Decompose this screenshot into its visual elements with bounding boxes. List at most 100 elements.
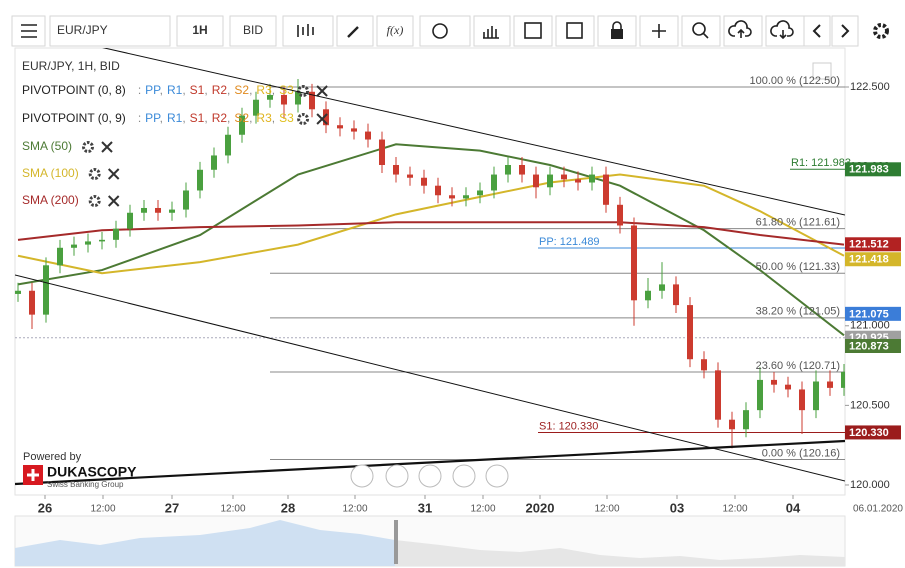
candle-body	[757, 379, 763, 411]
download-icon	[770, 20, 794, 40]
candle-body	[57, 247, 63, 266]
expand-button[interactable]	[812, 62, 832, 80]
trend-line	[102, 48, 845, 216]
menu-icon	[21, 24, 37, 38]
fib-label: 38.20 % (121.05)	[756, 306, 840, 318]
settings-gear[interactable]	[297, 85, 310, 97]
candle-body	[141, 207, 147, 213]
legend-part: ,	[272, 111, 275, 125]
price-badge-label: 120.873	[849, 340, 889, 352]
settings-gear[interactable]	[297, 113, 310, 125]
settings-icon[interactable]	[873, 23, 889, 39]
news-icon	[566, 22, 583, 39]
settings-gear[interactable]	[82, 141, 95, 153]
zoom-in[interactable]	[452, 464, 476, 488]
candle-body	[85, 241, 91, 245]
y-tick-label: 122.500	[850, 81, 890, 93]
scroll-left[interactable]	[350, 464, 374, 488]
chart-layer: 120.000120.500121.000121.500122.000122.5…	[15, 59, 903, 515]
candle-body	[631, 225, 637, 301]
candle-body	[519, 165, 525, 175]
candle-body	[421, 177, 427, 186]
candle-body	[225, 134, 231, 156]
legend-part: S2	[234, 83, 249, 97]
price-badge-label: 121.512	[849, 239, 889, 251]
lock-shackle	[612, 21, 622, 29]
stats-button[interactable]	[473, 15, 511, 47]
candle-body	[715, 370, 721, 420]
legend-part: :	[138, 83, 141, 97]
sma-line	[17, 143, 845, 337]
scroll-right[interactable]	[485, 464, 509, 488]
legend-part: ,	[160, 83, 163, 97]
symbol: EUR/JPY	[57, 23, 108, 37]
fib-label: 23.60 % (120.71)	[756, 360, 840, 372]
legend-part: S1	[190, 111, 205, 125]
price-badge	[845, 252, 901, 267]
plot-clip	[15, 79, 845, 461]
legend-part: R2	[212, 111, 228, 125]
remove-icon[interactable]	[107, 168, 120, 180]
interval: 1H	[192, 23, 207, 37]
candle-body	[477, 190, 483, 196]
reset[interactable]	[418, 464, 442, 488]
candle-body	[295, 91, 301, 105]
fx-button[interactable]	[376, 15, 414, 47]
interval-select[interactable]	[176, 15, 224, 47]
navigator	[14, 515, 846, 567]
settings-gear[interactable]	[88, 195, 101, 207]
upload-icon	[728, 20, 752, 38]
candle-body	[617, 204, 623, 226]
sma-legend: SMA (100)	[22, 166, 79, 180]
legend-part: ,	[182, 83, 185, 97]
price-badge	[845, 162, 901, 177]
remove-icon[interactable]	[101, 141, 113, 153]
toolbar: EUR/JPY 1H BID f(x)	[11, 15, 889, 47]
remove-icon[interactable]	[107, 195, 120, 207]
powered-by: Powered by	[23, 451, 82, 463]
candle-body	[729, 419, 735, 430]
news-button[interactable]	[555, 15, 595, 47]
navigator-window	[15, 520, 395, 566]
candle-body	[365, 131, 371, 140]
legend-part: ,	[272, 83, 275, 97]
settings-gear[interactable]	[88, 168, 101, 180]
zoom-out[interactable]	[385, 464, 409, 488]
x-tick-label: 04	[786, 500, 801, 515]
price-badge	[845, 425, 901, 440]
legend-part: PIVOTPOINT (0, 9)	[22, 111, 126, 125]
lock-icon	[611, 29, 623, 39]
remove-icon[interactable]	[316, 85, 328, 97]
prev-icon	[812, 24, 821, 38]
x-tick-label: 12:00	[594, 504, 619, 515]
navigator-handle[interactable]	[394, 520, 398, 564]
pivot-legend: PIVOTPOINT (0, 9): PP, R1, S1, R2, S2, R3, S3	[22, 111, 294, 125]
price-badge-label: 121.075	[849, 308, 889, 320]
symbol-select[interactable]	[49, 15, 171, 47]
next-button[interactable]	[831, 15, 859, 47]
sma-legend: SMA (50)	[22, 139, 72, 153]
candle-body	[743, 410, 749, 430]
zoom-button[interactable]	[681, 15, 721, 47]
calendar-button[interactable]	[513, 15, 553, 47]
side-select[interactable]	[229, 15, 277, 47]
candle-body	[603, 174, 609, 205]
x-tick-label: 12:00	[470, 504, 495, 515]
candle-body	[435, 185, 441, 196]
candle-body	[281, 94, 287, 105]
info-button[interactable]	[419, 15, 471, 47]
zoom-icon	[692, 22, 706, 36]
legend-part: PP	[145, 111, 161, 125]
remove-icon[interactable]	[316, 113, 328, 125]
pencil-icon	[347, 26, 359, 38]
prev-button[interactable]	[803, 15, 831, 47]
candle-body	[239, 115, 245, 135]
calendar-icon	[524, 22, 542, 39]
legend-part: R1	[167, 111, 183, 125]
candle-body	[827, 381, 833, 388]
legend-part: ,	[160, 111, 163, 125]
candle-body	[589, 174, 595, 183]
legend-part: S3	[279, 83, 294, 97]
candle-body	[113, 228, 119, 240]
candle-body	[169, 209, 175, 213]
